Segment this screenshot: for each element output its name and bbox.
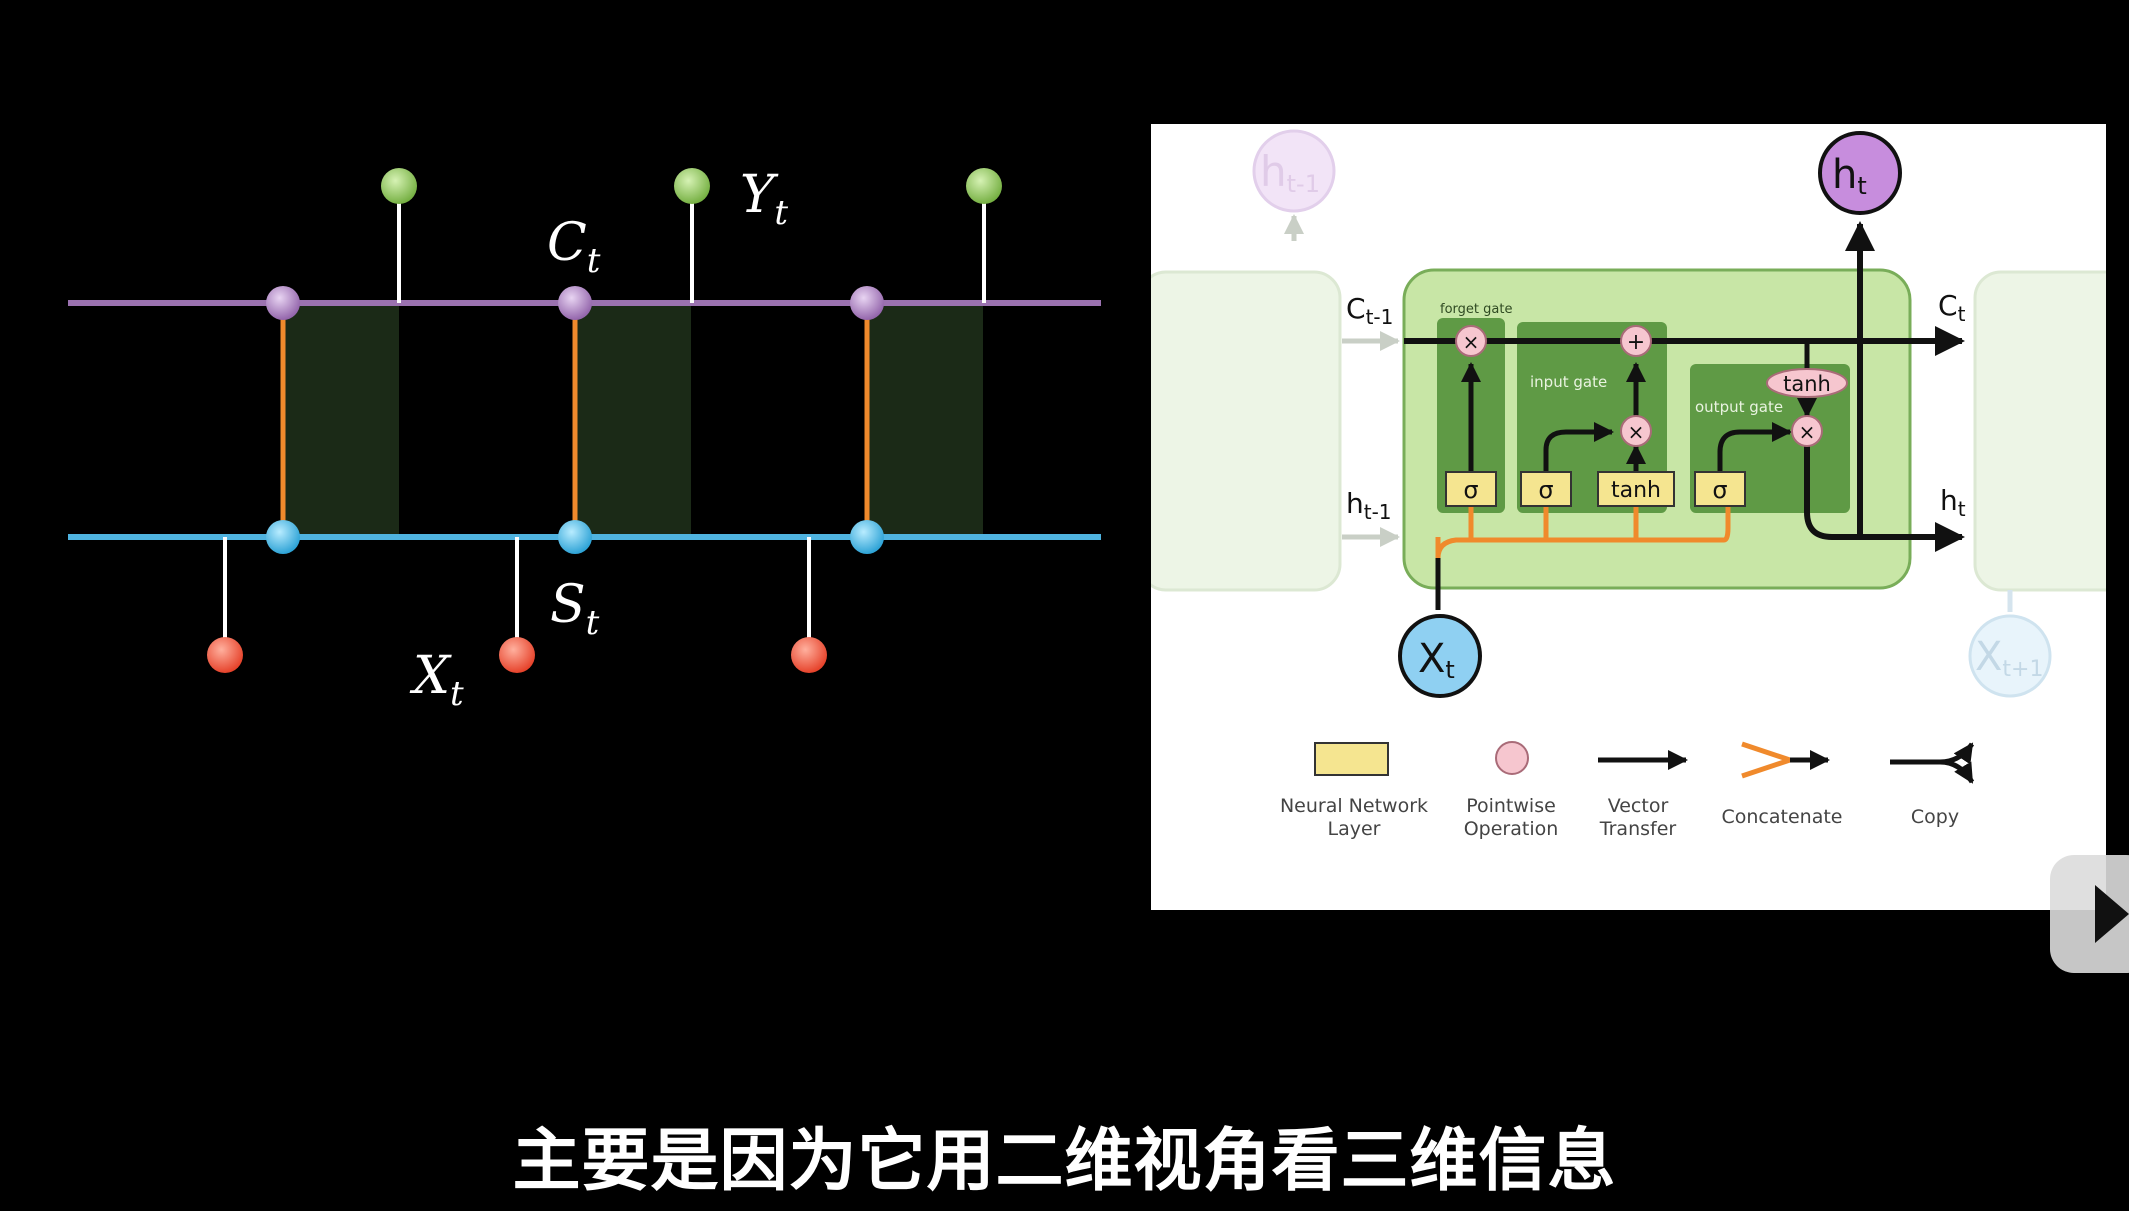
faded-x-next-label: Xt+1	[1975, 634, 2043, 682]
forget-gate-label: forget gate	[1440, 302, 1512, 317]
state-node	[850, 520, 884, 554]
svg-text:σ: σ	[1538, 476, 1553, 504]
label-s: St	[550, 575, 600, 643]
shaded-region	[283, 305, 399, 535]
faded-prev-cell	[1151, 270, 1342, 592]
svg-text:ht: ht	[1832, 152, 1867, 200]
left-state-diagram: Ct Yt St Xt	[68, 165, 1101, 714]
play-overlay-icon[interactable]	[2050, 855, 2129, 973]
pointwise-plus: +	[1620, 325, 1652, 357]
faded-h-prev-label: ht-1	[1260, 147, 1320, 198]
pointwise-tanh: tanh	[1766, 368, 1848, 398]
c-prev-label: Ct-1	[1346, 292, 1393, 329]
h-prev-label: ht-1	[1346, 487, 1392, 524]
svg-text:σ: σ	[1712, 476, 1727, 504]
svg-text:Pointwise: Pointwise	[1466, 795, 1556, 817]
sigma-layer-output: σ	[1694, 471, 1746, 507]
label-x: Xt	[409, 646, 464, 714]
sigma-layer-input: σ	[1520, 471, 1572, 507]
input-gate-label: input gate	[1530, 373, 1607, 391]
output-gate-label: output gate	[1695, 398, 1783, 416]
faded-x-next-node	[1968, 614, 2052, 698]
legend-pointwise: Pointwise Operation	[1464, 741, 1559, 840]
shaded-region	[575, 305, 691, 535]
cell-node	[558, 286, 592, 320]
svg-text:Xt: Xt	[1418, 636, 1455, 684]
h-next-label: ht	[1940, 484, 1966, 521]
cell-node	[266, 286, 300, 320]
svg-text:Vector: Vector	[1608, 795, 1669, 817]
subtitle-caption: 主要是因为它用二维视角看三维信息	[512, 1122, 1617, 1201]
output-node	[674, 168, 710, 204]
faded-next-cell	[1973, 270, 2106, 592]
pointwise-times-forget: ×	[1455, 325, 1487, 357]
c-next-label: Ct	[1938, 289, 1966, 326]
svg-text:×: ×	[1463, 330, 1480, 354]
svg-text:Layer: Layer	[1328, 818, 1381, 840]
tanh-layer: tanh	[1597, 471, 1675, 507]
svg-text:×: ×	[1799, 420, 1816, 444]
faded-h-prev-node	[1252, 129, 1336, 213]
legend: Neural Network Layer Pointwise Operation…	[1280, 741, 1975, 840]
svg-text:tanh: tanh	[1783, 372, 1831, 396]
svg-text:Copy: Copy	[1911, 806, 1959, 828]
legend-concatenate: Concatenate	[1722, 741, 1843, 828]
input-node	[499, 637, 535, 673]
svg-text:Operation: Operation	[1464, 818, 1559, 840]
svg-text:σ: σ	[1463, 476, 1478, 504]
svg-text:+: +	[1627, 330, 1645, 355]
state-node	[558, 520, 592, 554]
concat-path	[1435, 505, 1731, 559]
pointwise-times-input: ×	[1620, 415, 1652, 447]
legend-copy: Copy	[1890, 742, 1975, 828]
svg-text:Concatenate: Concatenate	[1722, 806, 1843, 828]
cell-node	[850, 286, 884, 320]
output-node	[966, 168, 1002, 204]
state-node	[266, 520, 300, 554]
output-node	[381, 168, 417, 204]
label-y: Yt	[740, 165, 788, 233]
shaded-region	[867, 305, 983, 535]
svg-text:×: ×	[1628, 420, 1645, 444]
input-node	[791, 637, 827, 673]
label-c: Ct	[547, 213, 601, 281]
svg-text:Transfer: Transfer	[1599, 818, 1677, 840]
legend-nn-layer: Neural Network Layer	[1280, 742, 1428, 840]
input-node	[207, 637, 243, 673]
h-output-node: ht	[1818, 131, 1902, 215]
pointwise-times-output: ×	[1791, 415, 1823, 447]
svg-text:Neural Network: Neural Network	[1280, 795, 1428, 817]
sigma-layer-forget: σ	[1445, 471, 1497, 507]
x-input-node: Xt	[1398, 614, 1482, 698]
svg-text:tanh: tanh	[1611, 478, 1661, 503]
legend-vector-transfer: Vector Transfer	[1598, 750, 1688, 840]
lstm-figure-panel: ht-1 Xt+1 forget gate input gate output …	[1151, 124, 2106, 910]
